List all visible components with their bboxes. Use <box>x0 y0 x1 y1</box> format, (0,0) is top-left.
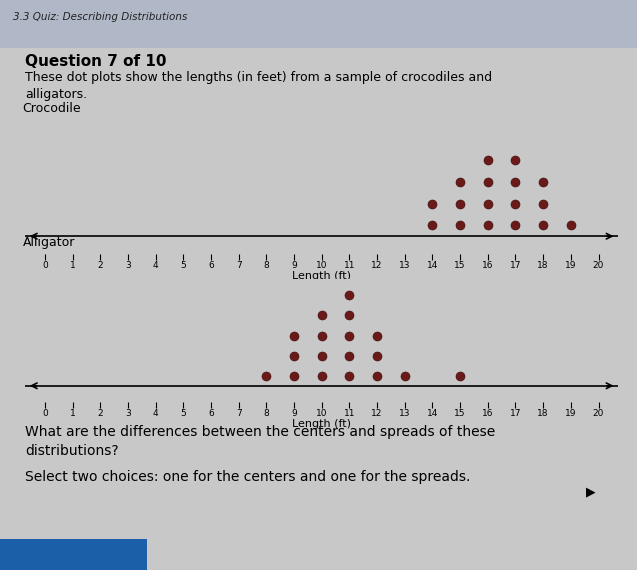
Text: Alligator: Alligator <box>22 235 75 249</box>
X-axis label: Length (ft): Length (ft) <box>292 271 351 281</box>
Text: What are the differences between the centers and spreads of these
distributions?: What are the differences between the cen… <box>25 425 496 458</box>
X-axis label: Length (ft): Length (ft) <box>292 419 351 429</box>
Text: Crocodile: Crocodile <box>22 101 81 115</box>
Text: Select two choices: one for the centers and one for the spreads.: Select two choices: one for the centers … <box>25 470 471 484</box>
Text: Question 7 of 10: Question 7 of 10 <box>25 54 167 69</box>
Text: These dot plots show the lengths (in feet) from a sample of crocodiles and
allig: These dot plots show the lengths (in fee… <box>25 71 492 101</box>
Text: 3.3 Quiz: Describing Distributions: 3.3 Quiz: Describing Distributions <box>13 12 187 22</box>
Text: ▶: ▶ <box>586 486 596 499</box>
